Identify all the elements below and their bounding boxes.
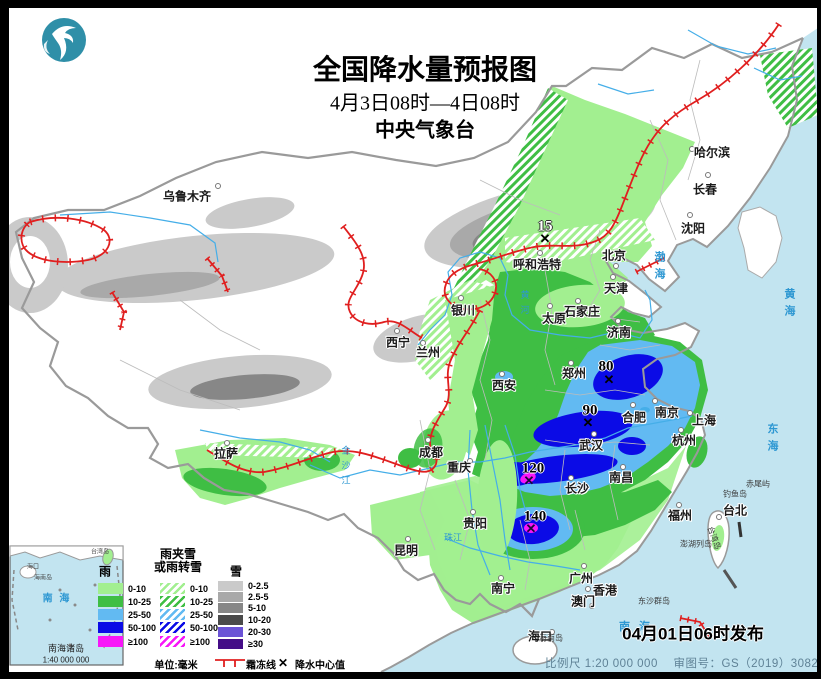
map-canvas: 乌鲁木齐 哈尔滨 长春 沈阳 北京 天津 呼和浩特 石家庄 太原 济南 郑州 西安 合肥 南京 上海 杭州 武汉… <box>9 8 817 672</box>
country-borders <box>14 36 804 672</box>
korea-landmass <box>737 206 783 279</box>
islands <box>512 510 743 665</box>
province-borders <box>119 59 701 591</box>
sea-area <box>381 28 817 672</box>
frame-top <box>0 0 821 8</box>
precipitation-areas <box>175 48 817 624</box>
frame-right <box>817 0 821 679</box>
south-china-sea-inset <box>9 545 124 666</box>
cma-logo <box>42 18 86 62</box>
frame-left <box>0 0 9 679</box>
frost-line <box>18 22 782 640</box>
map-geography <box>9 18 817 672</box>
rivers <box>59 29 803 576</box>
frame-bottom <box>0 672 821 679</box>
